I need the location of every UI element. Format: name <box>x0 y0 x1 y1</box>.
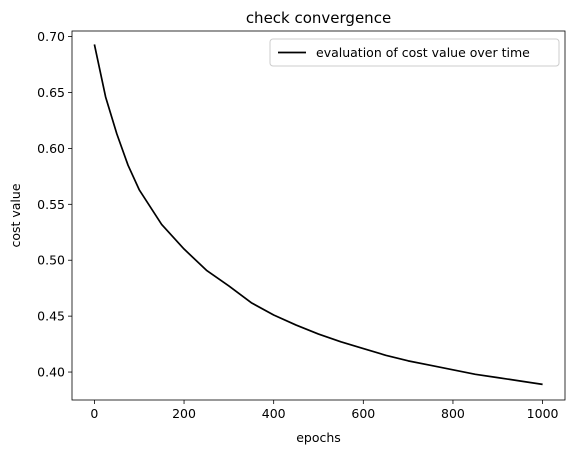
x-axis-ticks: 0 200 400 600 800 1000 <box>90 400 559 421</box>
x-tick-label: 200 <box>172 406 196 421</box>
y-tick-label: 0.40 <box>37 365 65 380</box>
series-line <box>93 44 543 386</box>
series-group <box>93 44 543 386</box>
y-axis-label: cost value <box>8 183 23 247</box>
x-tick-label: 1000 <box>527 406 559 421</box>
x-axis-label: epochs <box>296 430 341 445</box>
y-axis-ticks: 0.40 0.45 0.50 0.55 0.60 0.65 0.70 <box>37 29 72 380</box>
y-tick-label: 0.70 <box>37 29 65 44</box>
legend-box <box>269 38 560 67</box>
legend-entry-label: evaluation of cost value over time <box>316 45 530 60</box>
y-tick-label: 0.65 <box>37 85 65 100</box>
y-tick-label: 0.50 <box>37 253 65 268</box>
x-tick-label: 800 <box>441 406 465 421</box>
x-tick-label: 0 <box>90 406 98 421</box>
chart-title: check convergence <box>246 9 391 27</box>
y-tick-label: 0.55 <box>37 197 65 212</box>
x-tick-label: 400 <box>262 406 286 421</box>
plot-frame <box>71 30 566 401</box>
y-tick-label: 0.45 <box>37 309 65 324</box>
legend: evaluation of cost value over time <box>269 38 560 67</box>
y-tick-label: 0.60 <box>37 141 65 156</box>
x-tick-label: 600 <box>351 406 375 421</box>
